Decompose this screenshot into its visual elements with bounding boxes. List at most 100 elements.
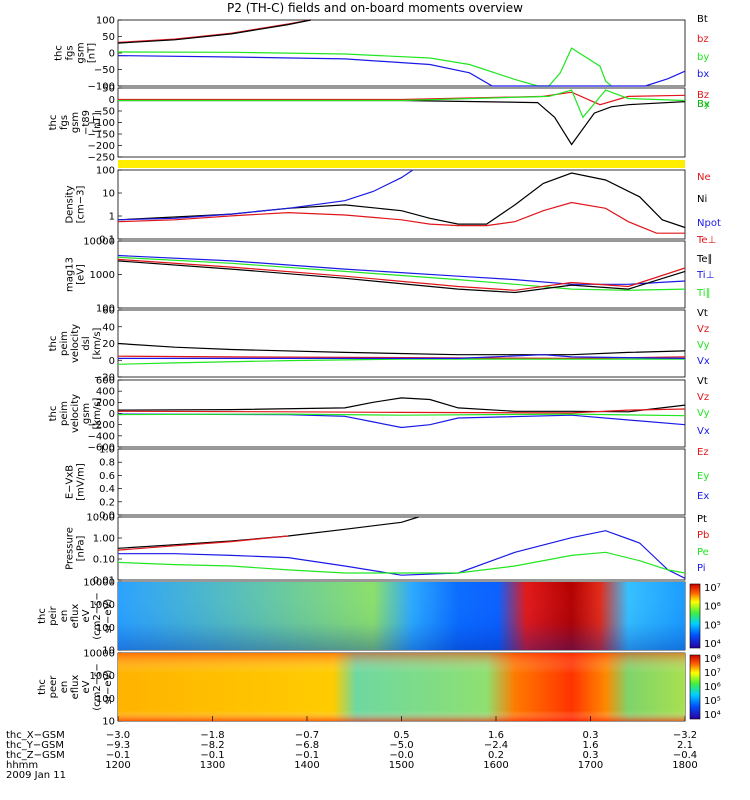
colorbar-tick-label: 10⁷	[704, 668, 721, 679]
x-axis-row-label: hhmm	[6, 760, 38, 771]
y-tick-label: 0.1	[99, 235, 115, 246]
y-tick-label: −600	[88, 443, 115, 454]
panel-2: 500−50−100−150−200−250thcfgsgsm−t89[nT]B…	[48, 84, 710, 164]
y-tick-label: 0	[109, 95, 115, 106]
y-axis-label-line: sr−eV)	[103, 599, 114, 634]
legend-entry: Npot	[697, 218, 721, 229]
y-tick-label: 0	[109, 409, 115, 420]
x-tick-label: 1.6	[488, 730, 504, 741]
y-tick-label: 1	[109, 212, 115, 223]
y-tick-label: 0.01	[93, 576, 115, 587]
y-tick-label: 0.6	[99, 471, 115, 482]
y-tick-label: 0	[109, 356, 115, 367]
y-tick-label: −20	[94, 373, 115, 384]
y-tick-label: 100	[96, 166, 115, 177]
y-axis-label-line: velocity	[70, 324, 81, 363]
y-axis-label-line: eflux	[70, 604, 81, 629]
y-axis-label-line: [km/s]	[92, 397, 103, 429]
x-tick-label: 0.3	[583, 730, 599, 741]
y-axis-label-line: mag13	[65, 257, 76, 292]
x-tick-label: 1200	[105, 760, 130, 771]
y-tick-label: 600	[96, 376, 115, 387]
y-axis-label: E−VxB[mV/m]	[65, 463, 87, 501]
y-axis-label: thcpeerenefluxeV(cm2−s−sr−eV)	[37, 663, 114, 710]
panel-8: 10.00 1.00 0.10 0.01 Pressure[nPa] Pt Pb Pe Pi	[65, 513, 710, 587]
y-axis-label-line: peir	[48, 605, 59, 625]
y-axis-label-line: (cm2−s−	[92, 592, 103, 639]
y-axis-label-line: gsm	[76, 42, 87, 63]
y-tick-label: −50	[94, 65, 115, 76]
y-tick-label: 10	[102, 646, 115, 657]
y-axis-label-line: gsm	[70, 112, 81, 133]
series-line	[117, 397, 686, 413]
legend-entry: Ni	[697, 194, 707, 205]
x-tick-label: −1.8	[200, 730, 224, 741]
series-line	[117, 413, 686, 429]
y-tick-label: 1000	[90, 600, 115, 611]
panel-frame	[117, 448, 686, 516]
x-tick-label: 1800	[672, 760, 697, 771]
y-axis-label-line: E−VxB	[65, 465, 76, 499]
y-axis-label: thcpeimvelocitygsm[km/s]	[48, 394, 103, 433]
legend-entry: Bt	[697, 14, 708, 25]
x-tick-label: 0.2	[488, 750, 504, 761]
panel-4: 10000 1000 100 mag13[eV] Te⊥ Te∥ Ti⊥ Ti∥	[65, 235, 717, 315]
panel-frame	[117, 87, 686, 158]
legend-entry: Vx	[697, 426, 710, 437]
y-axis-label: thcpeirenefluxeV(cm2−s−sr−eV)	[37, 592, 114, 639]
y-tick-label: −150	[88, 130, 115, 141]
panel-7: 1.0 0.8 0.6 0.4 0.2 0.0 E−VxB[mV/m] Ez Ey Ex	[65, 445, 710, 522]
x-axis-row-label: thc_X−GSM	[6, 730, 65, 741]
series-line	[117, 169, 414, 221]
y-axis-label-line: en	[59, 610, 70, 623]
y-tick-label: 10000	[83, 578, 115, 589]
colorbar-tick-label: 10⁵	[704, 696, 721, 707]
legend-entry: Ey	[697, 471, 709, 482]
x-tick-label: −9.3	[106, 740, 130, 751]
series-line	[118, 91, 686, 106]
y-tick-label: −250	[88, 153, 115, 164]
electron-colorbar	[689, 654, 701, 720]
x-tick-label: 0.3	[583, 750, 599, 761]
y-tick-label: 50	[102, 84, 115, 95]
y-axis-label-line: eV	[81, 680, 92, 693]
electron-spectrogram	[118, 653, 685, 721]
series-line	[117, 19, 311, 44]
y-axis-label-line: peim	[59, 331, 70, 356]
y-tick-label: 0.10	[93, 555, 115, 566]
y-tick-label: 20	[102, 339, 115, 350]
y-axis-label-line: [km/s]	[92, 327, 103, 359]
y-tick-label: 10	[102, 189, 115, 200]
x-tick-label: 2.1	[677, 740, 693, 751]
y-axis-label-line: −t89	[81, 110, 92, 135]
y-tick-label: 50	[102, 32, 115, 43]
series-line	[117, 19, 311, 43]
x-tick-label: −0.0	[389, 750, 413, 761]
y-tick-label: 100	[96, 16, 115, 27]
x-axis-row-label: 2009 Jan 11	[6, 770, 66, 781]
y-tick-label: 0.8	[99, 458, 115, 469]
panel-frame	[117, 169, 686, 240]
y-axis-label-line: [nT]	[87, 43, 98, 63]
y-axis-label-line: gsm	[81, 403, 92, 424]
y-axis-label-line: thc	[48, 115, 59, 131]
x-tick-label: −0.4	[673, 750, 697, 761]
x-axis-row-label: thc_Z−GSM	[6, 750, 65, 761]
y-tick-label: 1.00	[93, 534, 115, 545]
y-axis-label-line: peim	[59, 401, 70, 426]
y-tick-label: −50	[94, 107, 115, 118]
y-tick-label: 10.00	[86, 513, 115, 524]
series-line	[117, 413, 686, 417]
legend-entry: Ne	[697, 172, 711, 183]
y-axis-label-line: (cm2−s−	[92, 663, 103, 710]
x-tick-label: −3.0	[106, 730, 130, 741]
legend-entry: Pb	[697, 530, 709, 541]
colorbar-tick-label: 10⁴	[704, 710, 721, 721]
colorbar-tick-label: 10⁶	[704, 682, 721, 693]
y-axis-label-line: sr−eV)	[103, 670, 114, 705]
series-line	[118, 89, 686, 119]
panel-3: 100 10 1 0.1 Density[cm−3] Ne Ni Npot	[65, 166, 721, 246]
y-axis-label: thcfgsgsm−t89[nT]	[48, 110, 103, 135]
series-line	[118, 99, 686, 146]
y-axis-label-line: velocity	[70, 394, 81, 433]
